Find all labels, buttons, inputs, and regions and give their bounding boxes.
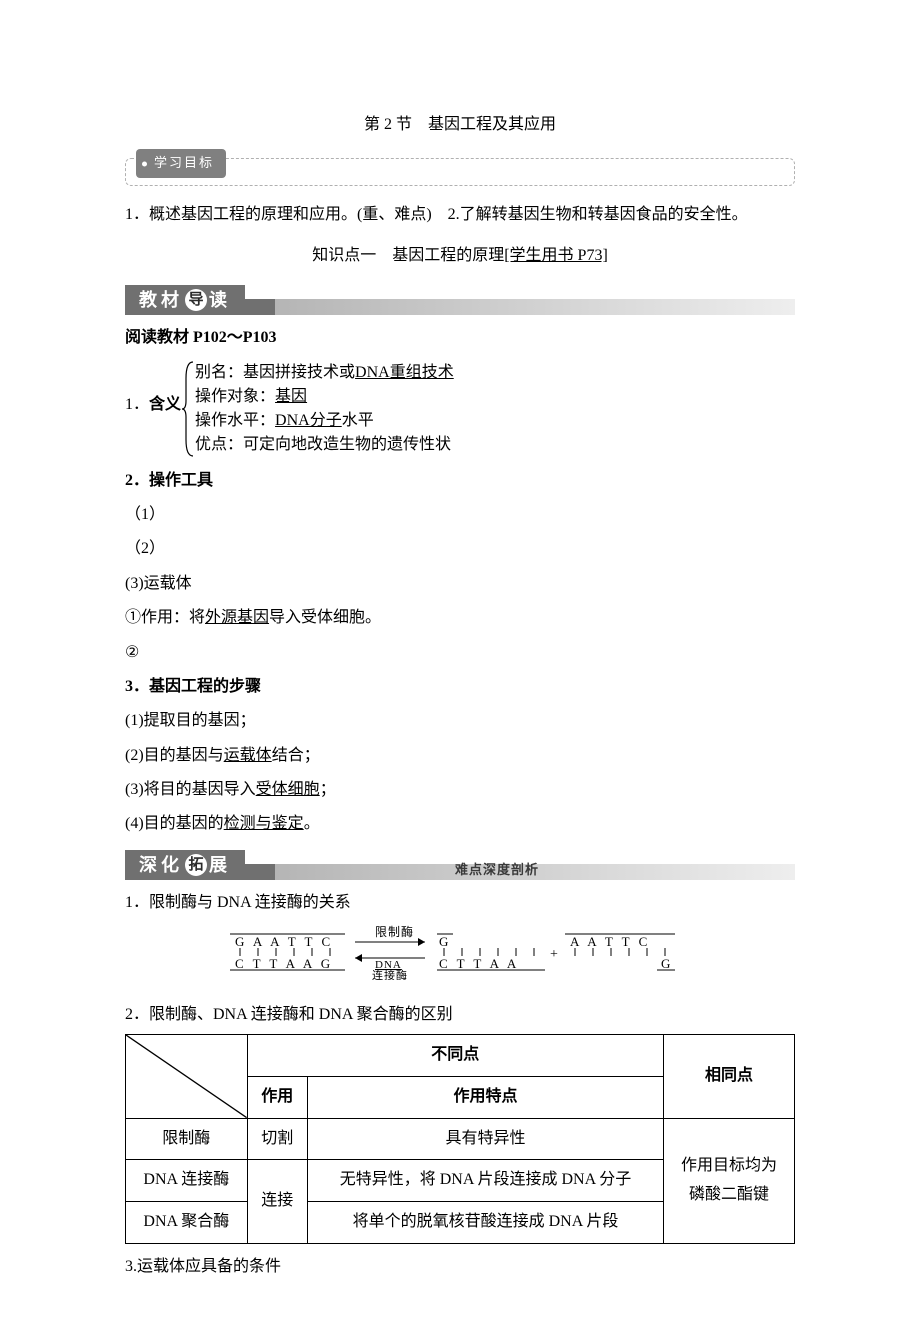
svg-text:C T T A A: C T T A A [439, 956, 519, 971]
th-action: 作用 [247, 1076, 307, 1118]
def-line-3: 操作水平：DNA分子水平 [195, 409, 454, 433]
carrier-line-2: ② [125, 638, 795, 668]
banner2-text-c: 展 [209, 848, 231, 882]
svg-text:G: G [661, 956, 673, 971]
step-3: (3)将目的基因导入受体细胞； [125, 775, 795, 805]
carrier-heading: (3)运载体 [125, 569, 795, 599]
banner2-text-a: 深化 [139, 848, 183, 882]
knowledge-point-title: 知识点一 基因工程的原理[学生用书 P73] [125, 241, 795, 271]
diagonal-header [126, 1035, 248, 1119]
step-1: (1)提取目的基因； [125, 706, 795, 736]
expand-sec-2: 2．限制酶、DNA 连接酶和 DNA 聚合酶的区别 [125, 1000, 795, 1030]
step-4: (4)目的基因的检测与鉴定。 [125, 809, 795, 839]
tools-item-2: （2） [125, 534, 795, 564]
definition-num: 1． [125, 360, 149, 420]
learning-goal-tab: 学习目标 [136, 149, 226, 178]
brace-wrap: 别名：基因拼接技术或DNA重组技术 操作对象：基因 操作水平：DNA分子水平 优… [181, 360, 454, 458]
expand-sec-1: 1．限制酶与 DNA 连接酶的关系 [125, 888, 795, 918]
section-banner-textbook: 教材 导 读 [125, 285, 795, 315]
carrier-line-1: ①作用：将外源基因导入受体细胞。 [125, 603, 795, 633]
row3-feat: 将单个的脱氧核苷酸连接成 DNA 片段 [308, 1202, 664, 1244]
row1-name: 限制酶 [126, 1118, 248, 1160]
objectives-line: 1．概述基因工程的原理和应用。(重、难点) 2.了解转基因生物和转基因食品的安全… [125, 200, 795, 230]
banner-main-2: 深化 拓 展 [125, 850, 245, 880]
row3-name: DNA 聚合酶 [126, 1202, 248, 1244]
comparison-table: 不同点 相同点 作用 作用特点 限制酶 切割 具有特异性 作用目标均为磷酸二酯键… [125, 1034, 795, 1244]
banner-text-c: 读 [209, 283, 231, 317]
row2-name: DNA 连接酶 [126, 1160, 248, 1202]
enzyme-diagram: G A A T T C C T T A A G 限制酶 DNA 连接酶 G C … [125, 922, 795, 991]
tools-heading: 2．操作工具 [125, 466, 795, 496]
step-2: (2)目的基因与运载体结合； [125, 741, 795, 771]
banner2-circle: 拓 [185, 854, 207, 876]
def-line-4: 优点：可定向地改造生物的遗传性状 [195, 433, 454, 457]
definition-lines: 别名：基因拼接技术或DNA重组技术 操作对象：基因 操作水平：DNA分子水平 优… [195, 360, 454, 458]
definition-block: 1． 含义 别名：基因拼接技术或DNA重组技术 操作对象：基因 操作水平：DNA… [125, 360, 795, 458]
seq-top-left: G A A T T C [235, 934, 333, 949]
rows-same: 作用目标均为磷酸二酯键 [664, 1118, 795, 1243]
tools-item-1: （1） [125, 500, 795, 530]
svg-text:+: + [550, 947, 558, 962]
kp-title-ref: [学生用书 P73] [504, 247, 608, 264]
definition-label: 含义 [149, 360, 181, 420]
banner-circle: 导 [185, 289, 207, 311]
read-textbook-line: 阅读教材 P102～P103 [125, 323, 795, 353]
row23-act: 连接 [247, 1160, 307, 1244]
expand-sec-3: 3.运载体应具备的条件 [125, 1252, 795, 1282]
def-line-1: 别名：基因拼接技术或DNA重组技术 [195, 361, 454, 385]
banner-main: 教材 导 读 [125, 285, 245, 315]
banner2-subtitle: 难点深度剖析 [455, 858, 539, 883]
svg-text:连接酶: 连接酶 [372, 969, 408, 980]
svg-text:G: G [439, 934, 451, 949]
svg-text:C T T A A G: C T T A A G [235, 956, 333, 971]
steps-heading: 3．基因工程的步骤 [125, 672, 795, 702]
learning-goal-box: 学习目标 [125, 158, 795, 186]
th-same: 相同点 [664, 1035, 795, 1119]
chapter-title: 第 2 节 基因工程及其应用 [125, 110, 795, 140]
page: 第 2 节 基因工程及其应用 学习目标 1．概述基因工程的原理和应用。(重、难点… [0, 0, 920, 1326]
def-line-2: 操作对象：基因 [195, 385, 454, 409]
th-feature: 作用特点 [308, 1076, 664, 1118]
row1-act: 切割 [247, 1118, 307, 1160]
row1-feat: 具有特异性 [308, 1118, 664, 1160]
svg-text:限制酶: 限制酶 [375, 924, 414, 939]
th-diff: 不同点 [247, 1035, 663, 1077]
curly-brace-icon [181, 360, 195, 458]
section-banner-expand: 深化 拓 展 难点深度剖析 [125, 850, 795, 880]
row2-feat: 无特异性，将 DNA 片段连接成 DNA 分子 [308, 1160, 664, 1202]
svg-text:A A T T C: A A T T C [570, 934, 650, 949]
kp-title-text: 知识点一 基因工程的原理 [312, 247, 504, 264]
banner-text-a: 教材 [139, 283, 183, 317]
